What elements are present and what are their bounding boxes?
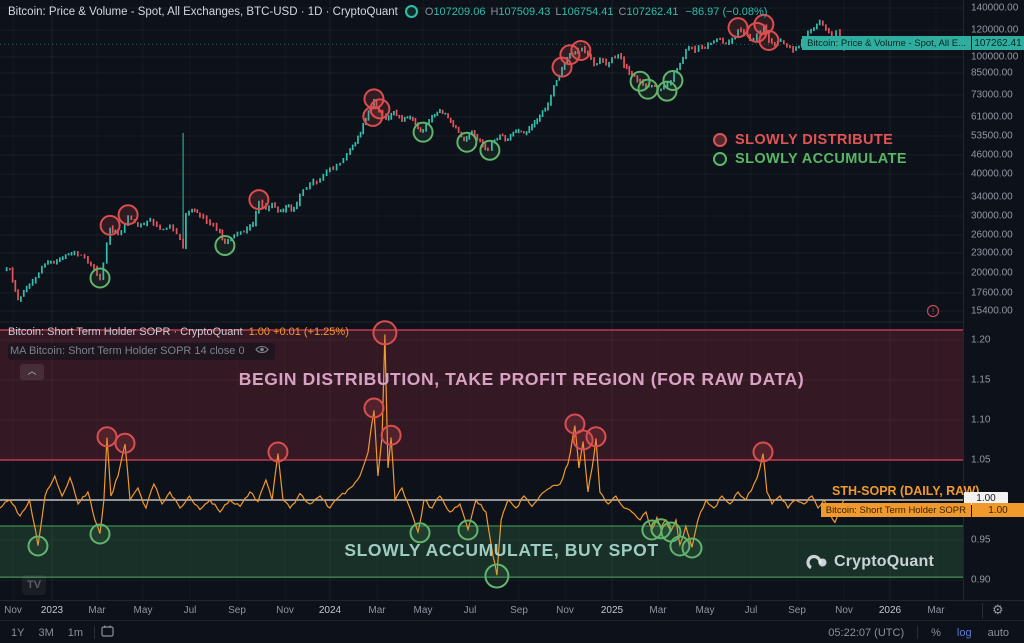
ohlc-values: O107209.06 H107509.43 L106754.41 C107262.41 (425, 6, 679, 18)
accumulate-region-label: SLOWLY ACCUMULATE, BUY SPOT (344, 540, 659, 560)
calendar-icon[interactable] (101, 625, 114, 640)
axis-label: 1.05 (971, 454, 991, 466)
axis-label: 23000.00 (971, 247, 1013, 259)
distribution-region-label: BEGIN DISTRIBUTION, TAKE PROFIT REGION (… (238, 369, 805, 389)
collapse-pane-button[interactable]: ︿ (20, 364, 44, 380)
axis-label: 1.20 (971, 334, 991, 346)
time-axis-label: Sep (788, 605, 806, 616)
time-axis-label: Nov (4, 605, 22, 616)
ohlc-pair: C107262.41 (618, 5, 679, 18)
watermark-text: CryptoQuant (834, 553, 934, 570)
axis-label: 0.95 (971, 534, 991, 546)
axis-label: 20000.00 (971, 267, 1013, 279)
time-axis-label: 2023 (40, 605, 64, 616)
time-axis-label: Jul (744, 605, 758, 616)
time-axis-label: May (413, 605, 433, 616)
axis-label: 0.90 (971, 574, 991, 586)
price-tag-value: 107262.41 (972, 36, 1024, 50)
time-axis-label: Sep (510, 605, 528, 616)
axis-divider (982, 603, 983, 618)
sopr-values: 1.00 +0.01 (+1.25%) (248, 326, 349, 338)
axis-label: 1.10 (971, 414, 991, 426)
axis-label: 61000.00 (971, 111, 1013, 123)
eye-icon[interactable] (254, 344, 269, 358)
time-axis[interactable]: ⚙ Nov 2023 Mar May Jul Sep Nov 2024 Mar May Jul Sep… (0, 600, 1024, 621)
price-pane-title: Bitcoin: Price & Volume - Spot, All Exch… (8, 5, 398, 18)
axis-label: 100000.00 (971, 51, 1019, 63)
ohlc-pair: L106754.41 (555, 5, 614, 18)
legend-accumulate-row: SLOWLY ACCUMULATE (713, 149, 907, 168)
auto-scale-button[interactable]: auto (987, 626, 1009, 639)
price-axis[interactable]: 140000.00 120000.00 100000.00 85000.00 73000… (963, 0, 1024, 600)
price-sopr-chart-canvas[interactable]: ! (0, 0, 963, 600)
time-axis-label: Mar (368, 605, 386, 616)
live-status-icon (404, 5, 418, 18)
sopr-ma-header: MA Bitcoin: Short Term Holder SOPR 14 cl… (8, 343, 275, 360)
axis-label: 1.15 (971, 374, 991, 386)
axis-label: 26000.00 (971, 229, 1013, 241)
axis-label: 85000.00 (971, 67, 1013, 79)
axis-label: 73000.00 (971, 89, 1013, 101)
time-axis-label: 2025 (600, 605, 624, 616)
axis-label: 30000.00 (971, 210, 1013, 222)
price-pane-header: Bitcoin: Price & Volume - Spot, All Exch… (8, 5, 767, 18)
sopr-ma-label: MA Bitcoin: Short Term Holder SOPR 14 cl… (10, 345, 245, 357)
price-series-tag-label: Bitcoin: Price & Volume - Spot, All E... (802, 36, 971, 50)
axis-label: 140000.00 (971, 2, 1019, 14)
bottom-toolbar: 1Y 3M 1m 05:22:07 (UTC) % log auto (0, 620, 1024, 643)
time-axis-label: Nov (276, 605, 294, 616)
sopr-pane-title: Bitcoin: Short Term Holder SOPR · Crypto… (8, 326, 243, 338)
axis-label: 40000.00 (971, 168, 1013, 180)
sopr-pane-header: Bitcoin: Short Term Holder SOPR · Crypto… (8, 326, 349, 338)
distribute-circle-icon (713, 132, 727, 147)
time-axis-label: Jul (463, 605, 477, 616)
price-change: −86.97 (−0.08%) (685, 5, 768, 18)
time-axis-label: 2024 (318, 605, 342, 616)
time-axis-label: 2026 (878, 605, 902, 616)
timezone-button[interactable]: 05:22:07 (UTC) (828, 626, 905, 639)
legend-accumulate-label: SLOWLY ACCUMULATE (735, 150, 907, 167)
toolbar-separator-right (917, 626, 919, 639)
toolbar-separator (94, 626, 96, 639)
axis-label: 34000.00 (971, 191, 1013, 203)
range-1y-button[interactable]: 1Y (11, 626, 25, 639)
svg-text:!: ! (932, 306, 934, 316)
axis-label: 120000.00 (971, 24, 1019, 36)
accumulate-circle-icon (713, 151, 727, 166)
marker-legend: SLOWLY DISTRIBUTE SLOWLY ACCUMULATE (713, 130, 907, 168)
time-axis-label: Nov (835, 605, 853, 616)
time-axis-label: Mar (88, 605, 106, 616)
sopr-tag-value: 1.00 (972, 503, 1024, 517)
sopr-baseline-tag: 1.00 (964, 492, 1008, 505)
cryptoquant-logo-icon (806, 554, 827, 570)
time-axis-label: Jul (183, 605, 197, 616)
legend-distribute-row: SLOWLY DISTRIBUTE (713, 130, 907, 149)
cryptoquant-watermark: CryptoQuant (806, 553, 934, 571)
range-3m-button[interactable]: 3M (38, 626, 54, 639)
log-scale-button[interactable]: log (956, 626, 972, 639)
tradingview-logo[interactable]: TV (22, 575, 46, 595)
legend-distribute-label: SLOWLY DISTRIBUTE (735, 131, 894, 148)
sth-sopr-line-label: STH-SOPR (DAILY, RAW) (832, 484, 980, 498)
ohlc-pair: O107209.06 (424, 5, 486, 18)
percent-scale-button[interactable]: % (931, 626, 941, 639)
gear-icon[interactable]: ⚙ (992, 602, 1004, 617)
sopr-series-tag: Bitcoin: Short Term Holder SOPR 1.00 (820, 503, 1024, 517)
ohlc-pair: H107509.43 (490, 5, 551, 18)
time-axis-label: Nov (556, 605, 574, 616)
time-axis-label: Mar (649, 605, 667, 616)
axis-label: 46000.00 (971, 149, 1013, 161)
time-axis-label: Sep (228, 605, 246, 616)
sopr-series-tag-label: Bitcoin: Short Term Holder SOPR (820, 503, 971, 517)
axis-label: 53500.00 (971, 130, 1013, 142)
time-axis-label: May (695, 605, 715, 616)
axis-label: 17600.00 (971, 287, 1013, 299)
axis-label: 15400.00 (971, 305, 1013, 317)
price-series-tag: Bitcoin: Price & Volume - Spot, All E...… (802, 36, 1024, 50)
time-axis-label: Mar (927, 605, 945, 616)
range-1m-button[interactable]: 1m (67, 626, 84, 639)
time-axis-label: May (133, 605, 153, 616)
